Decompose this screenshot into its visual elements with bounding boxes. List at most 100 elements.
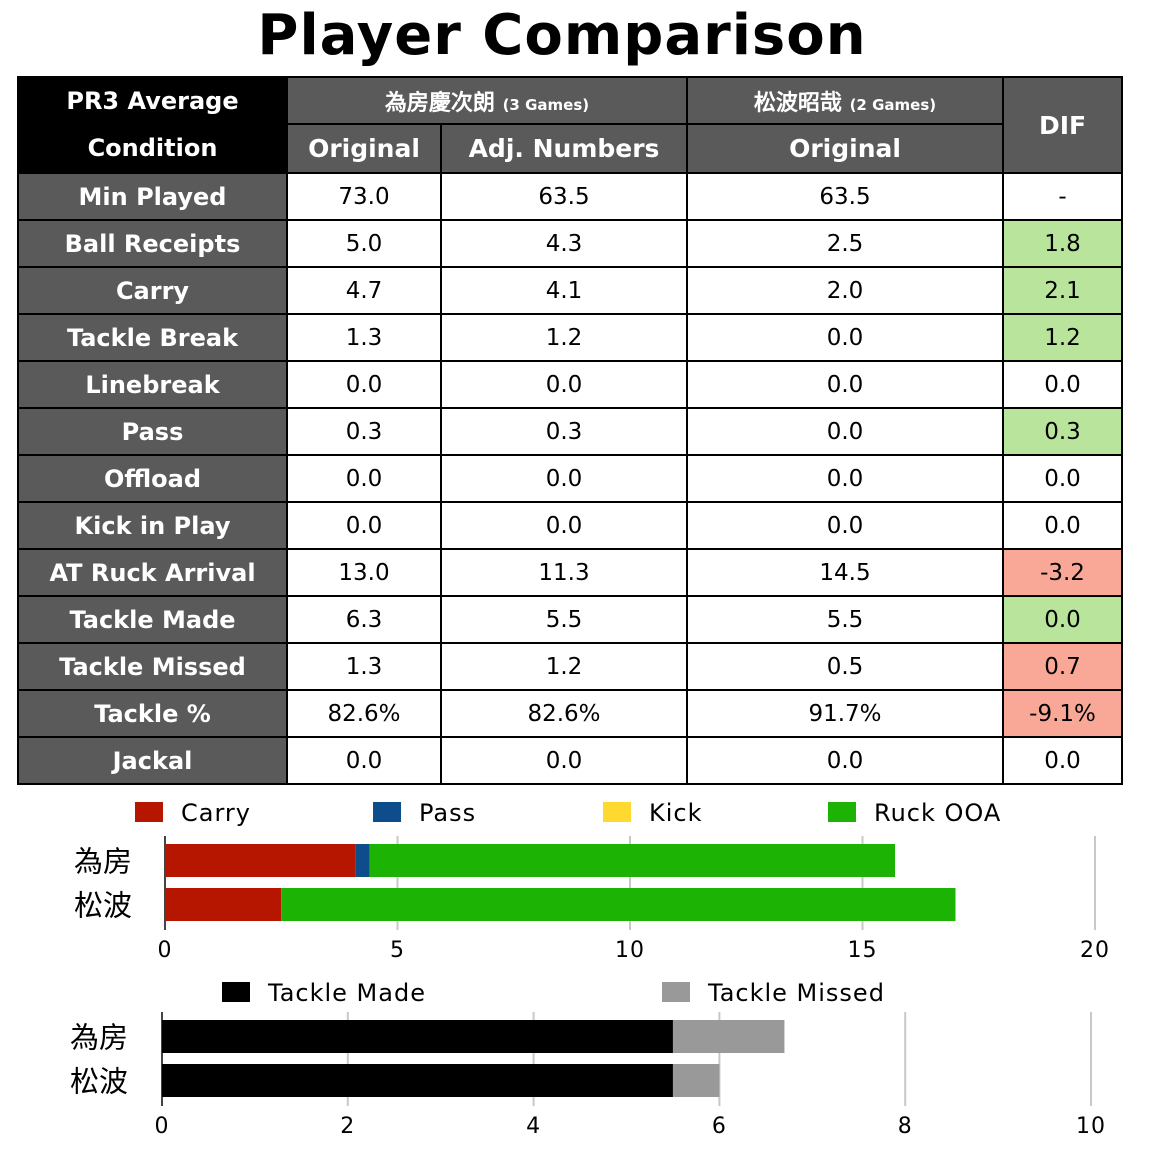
- legend-label: Carry: [181, 799, 251, 827]
- cell-original-2: 0.0: [686, 736, 1005, 785]
- player-1-header: 為房慶次朗 (3 Games): [285, 75, 689, 126]
- cell-dif: -: [1002, 172, 1124, 221]
- legend-label: Pass: [419, 799, 476, 827]
- cell-dif: 2.1: [1002, 266, 1124, 315]
- cell-dif: 0.0: [1002, 595, 1124, 644]
- row-label: Carry: [17, 266, 288, 315]
- legend-label: Tackle Made: [267, 979, 426, 1007]
- player-1-name: 為房慶次朗: [384, 90, 495, 116]
- table-row: Tackle Break 1.3 1.2 0.0 1.2: [17, 313, 1124, 362]
- cell-original-2: 5.5: [686, 595, 1005, 644]
- cell-original-1: 73.0: [286, 172, 442, 221]
- category-label: 為房: [70, 1021, 128, 1055]
- table-corner-header: PR3 Average Condition: [17, 76, 288, 174]
- cell-original-2: 63.5: [686, 172, 1005, 221]
- row-label: Tackle Made: [17, 595, 288, 644]
- cell-dif: 0.0: [1002, 736, 1124, 785]
- cell-dif: 0.0: [1002, 501, 1124, 550]
- cell-dif: -9.1%: [1002, 689, 1124, 738]
- legend-swatch: [603, 802, 631, 822]
- table-row: Pass 0.3 0.3 0.0 0.3: [17, 407, 1124, 456]
- bar-segment: [355, 844, 370, 877]
- cell-original-1: 6.3: [286, 595, 442, 644]
- cell-original-1: 82.6%: [286, 689, 442, 738]
- legend-swatch: [662, 982, 690, 1002]
- category-label: 松波: [74, 889, 132, 923]
- cell-adjusted: 63.5: [439, 172, 689, 221]
- cell-adjusted: 82.6%: [439, 689, 689, 738]
- page-title: Player Comparison: [257, 3, 867, 68]
- cell-original-1: 0.0: [286, 501, 442, 550]
- table-row: Offload 0.0 0.0 0.0 0.0: [17, 454, 1124, 503]
- cell-adjusted: 1.2: [439, 313, 689, 362]
- cell-original-1: 1.3: [286, 313, 442, 362]
- category-label: 松波: [70, 1065, 128, 1099]
- table-row: Tackle Missed 1.3 1.2 0.5 0.7: [17, 642, 1124, 691]
- subheader-original-1: Original: [286, 123, 442, 174]
- legend-swatch: [135, 802, 163, 822]
- cell-original-1: 4.7: [286, 266, 442, 315]
- table-row: Min Played 73.0 63.5 63.5-: [17, 172, 1124, 221]
- row-label: Jackal: [17, 736, 288, 785]
- bar-segment: [162, 1064, 673, 1097]
- cell-original-1: 0.3: [286, 407, 442, 456]
- cell-adjusted: 4.1: [439, 266, 689, 315]
- player-2-name: 松波昭哉: [753, 90, 842, 116]
- cell-original-2: 2.5: [686, 219, 1005, 268]
- player-1-games: (3 Games): [502, 95, 590, 114]
- cell-original-2: 0.0: [686, 313, 1005, 362]
- x-tick-label: 20: [1080, 938, 1110, 963]
- table-row: Kick in Play 0.0 0.0 0.0 0.0: [17, 501, 1124, 550]
- table-row: Tackle % 82.6% 82.6% 91.7% -9.1%: [17, 689, 1124, 738]
- cell-original-1: 0.0: [286, 736, 442, 785]
- cell-adjusted: 0.0: [439, 501, 689, 550]
- player-2-games: (2 Games): [849, 95, 937, 114]
- cell-adjusted: 11.3: [439, 548, 689, 597]
- legend-label: Kick: [649, 799, 703, 827]
- x-tick-label: 10: [1076, 1114, 1106, 1139]
- cell-dif: 0.0: [1002, 454, 1124, 503]
- cell-original-2: 0.0: [686, 407, 1005, 456]
- bar-segment: [281, 888, 956, 921]
- row-label: Tackle Missed: [17, 642, 288, 691]
- cell-dif: 0.0: [1002, 360, 1124, 409]
- corner-line-2: Condition: [87, 134, 218, 162]
- x-tick-label: 4: [526, 1114, 541, 1139]
- row-label: Tackle %: [17, 689, 288, 738]
- cell-original-1: 13.0: [286, 548, 442, 597]
- table-row: Jackal 0.0 0.0 0.0 0.0: [17, 736, 1124, 785]
- x-tick-label: 5: [390, 938, 405, 963]
- cell-original-2: 2.0: [686, 266, 1005, 315]
- legend-label: Tackle Missed: [707, 979, 885, 1007]
- legend-swatch: [373, 802, 401, 822]
- corner-line-1: PR3 Average: [66, 87, 239, 115]
- cell-original-2: 14.5: [686, 548, 1005, 597]
- table-row: Linebreak 0.0 0.0 0.0 0.0: [17, 360, 1124, 409]
- x-tick-label: 2: [340, 1114, 355, 1139]
- cell-original-2: 0.0: [686, 360, 1005, 409]
- row-label: AT Ruck Arrival: [17, 548, 288, 597]
- row-label: Kick in Play: [17, 501, 288, 550]
- cell-dif: 1.8: [1002, 219, 1124, 268]
- dif-header: DIF: [1002, 76, 1124, 174]
- x-tick-label: 0: [155, 1114, 170, 1139]
- bar-segment: [165, 888, 282, 921]
- row-label: Pass: [17, 407, 288, 456]
- row-label: Offload: [17, 454, 288, 503]
- legend-swatch: [222, 982, 250, 1002]
- cell-dif: -3.2: [1002, 548, 1124, 597]
- x-tick-label: 10: [615, 938, 645, 963]
- cell-original-1: 5.0: [286, 219, 442, 268]
- row-label: Tackle Break: [17, 313, 288, 362]
- x-tick-label: 15: [848, 938, 878, 963]
- cell-original-1: 0.0: [286, 360, 442, 409]
- table-row: Carry 4.7 4.1 2.0 2.1: [17, 266, 1124, 315]
- cell-adjusted: 0.0: [439, 360, 689, 409]
- x-tick-label: 6: [712, 1114, 727, 1139]
- cell-original-2: 0.0: [686, 501, 1005, 550]
- cell-original-2: 0.5: [686, 642, 1005, 691]
- legend-swatch: [828, 802, 856, 822]
- cell-adjusted: 1.2: [439, 642, 689, 691]
- bar-segment: [672, 1064, 720, 1097]
- cell-original-1: 0.0: [286, 454, 442, 503]
